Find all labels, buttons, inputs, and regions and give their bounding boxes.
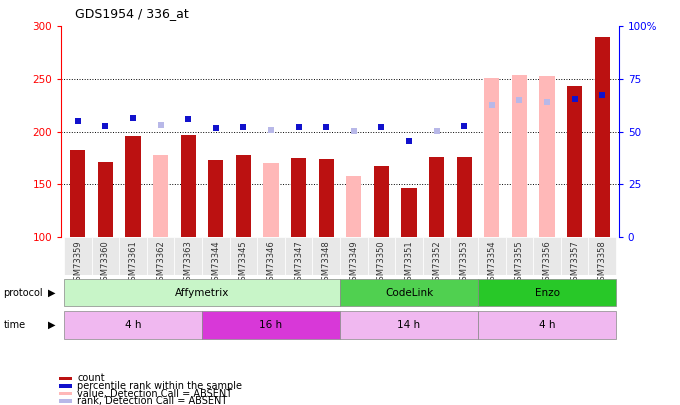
Text: ▶: ▶ (48, 320, 56, 330)
Text: GDS1954 / 336_at: GDS1954 / 336_at (75, 7, 188, 20)
Text: GSM73349: GSM73349 (350, 240, 358, 286)
Bar (59, 384, 71, 388)
Text: GSM73344: GSM73344 (211, 240, 220, 286)
Bar (312, 237, 340, 275)
Bar (64, 311, 202, 339)
Text: GSM73346: GSM73346 (267, 240, 275, 286)
Bar (539, 76, 555, 237)
Bar (291, 158, 306, 237)
Text: GSM73347: GSM73347 (294, 240, 303, 286)
Bar (208, 160, 223, 237)
Text: GSM73355: GSM73355 (515, 240, 524, 286)
Bar (202, 311, 340, 339)
Text: GSM73353: GSM73353 (460, 240, 469, 286)
Bar (450, 237, 478, 275)
Bar (174, 237, 202, 275)
Bar (59, 399, 71, 403)
Bar (125, 136, 141, 237)
Bar (263, 163, 279, 237)
Bar (340, 279, 478, 306)
Bar (236, 155, 251, 237)
Text: GSM73356: GSM73356 (543, 240, 551, 286)
Text: 14 h: 14 h (397, 320, 420, 330)
Bar (484, 78, 499, 237)
Bar (512, 75, 527, 237)
Bar (374, 166, 389, 237)
Bar (98, 162, 113, 237)
Bar (478, 279, 616, 306)
Bar (368, 237, 395, 275)
Bar (567, 86, 582, 237)
Text: time: time (3, 320, 26, 330)
Text: 4 h: 4 h (539, 320, 556, 330)
Text: CodeLink: CodeLink (385, 288, 433, 298)
Bar (181, 135, 196, 237)
Text: GSM73362: GSM73362 (156, 240, 165, 286)
Bar (285, 237, 312, 275)
Bar (594, 37, 610, 237)
Text: GSM73359: GSM73359 (73, 240, 82, 286)
Bar (119, 237, 147, 275)
Bar (457, 157, 472, 237)
Text: value, Detection Call = ABSENT: value, Detection Call = ABSENT (78, 389, 233, 399)
Bar (153, 155, 168, 237)
Bar (59, 377, 71, 380)
Text: 4 h: 4 h (124, 320, 141, 330)
Bar (319, 159, 334, 237)
Bar (561, 237, 588, 275)
Bar (59, 392, 71, 395)
Bar (92, 237, 119, 275)
Text: count: count (78, 373, 105, 384)
Bar (395, 237, 423, 275)
Bar (423, 237, 450, 275)
Bar (70, 149, 86, 237)
Bar (478, 311, 616, 339)
Bar (429, 157, 444, 237)
Text: GSM73350: GSM73350 (377, 240, 386, 286)
Text: percentile rank within the sample: percentile rank within the sample (78, 381, 242, 391)
Text: GSM73363: GSM73363 (184, 240, 192, 286)
Bar (533, 237, 561, 275)
Text: GSM73348: GSM73348 (322, 240, 330, 286)
Bar (340, 237, 368, 275)
Text: GSM73352: GSM73352 (432, 240, 441, 286)
Bar (588, 237, 616, 275)
Bar (64, 279, 340, 306)
Bar (478, 237, 506, 275)
Text: GSM73357: GSM73357 (570, 240, 579, 286)
Text: Affymetrix: Affymetrix (175, 288, 229, 298)
Bar (202, 237, 230, 275)
Bar (257, 237, 285, 275)
Bar (346, 176, 361, 237)
Text: ▶: ▶ (48, 288, 56, 298)
Text: Enzo: Enzo (534, 288, 560, 298)
Text: GSM73358: GSM73358 (598, 240, 607, 286)
Text: GSM73361: GSM73361 (129, 240, 137, 286)
Text: 16 h: 16 h (260, 320, 283, 330)
Bar (147, 237, 174, 275)
Bar (230, 237, 257, 275)
Text: rank, Detection Call = ABSENT: rank, Detection Call = ABSENT (78, 396, 228, 405)
Bar (506, 237, 533, 275)
Bar (64, 237, 92, 275)
Text: GSM73345: GSM73345 (239, 240, 248, 286)
Text: GSM73360: GSM73360 (101, 240, 110, 286)
Text: protocol: protocol (3, 288, 43, 298)
Bar (401, 188, 417, 237)
Text: GSM73351: GSM73351 (405, 240, 413, 286)
Bar (340, 311, 478, 339)
Text: GSM73354: GSM73354 (488, 240, 496, 286)
